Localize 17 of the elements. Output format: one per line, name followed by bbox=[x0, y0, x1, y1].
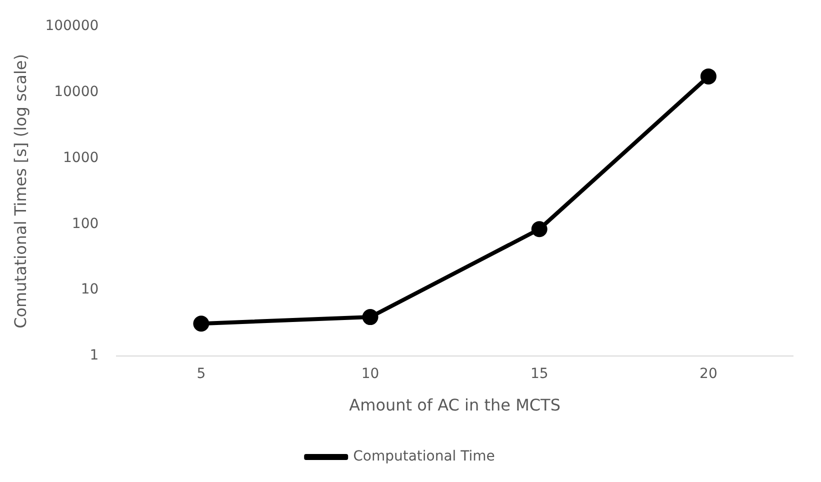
x-tick-label: 10 bbox=[361, 366, 380, 382]
x-tick-label: 20 bbox=[700, 366, 718, 382]
y-tick-label: 100 bbox=[72, 216, 99, 232]
x-axis-title: Amount of AC in the MCTS bbox=[349, 396, 560, 415]
y-axis-title: Comutational Times [s] (log scale) bbox=[10, 54, 30, 328]
point bbox=[362, 309, 378, 326]
y-tick-label: 10000 bbox=[54, 84, 99, 100]
legend-label: Computational Time bbox=[353, 448, 495, 465]
point bbox=[700, 68, 716, 84]
y-tick-label: 10 bbox=[80, 282, 99, 298]
y-tick-label: 1 bbox=[90, 348, 99, 364]
y-tick-label: 100000 bbox=[45, 18, 99, 34]
y-tick-label: 1000 bbox=[63, 150, 99, 166]
point bbox=[193, 316, 210, 332]
point bbox=[531, 221, 548, 238]
x-tick-label: 15 bbox=[530, 366, 548, 382]
x-tick-label: 5 bbox=[196, 366, 206, 382]
